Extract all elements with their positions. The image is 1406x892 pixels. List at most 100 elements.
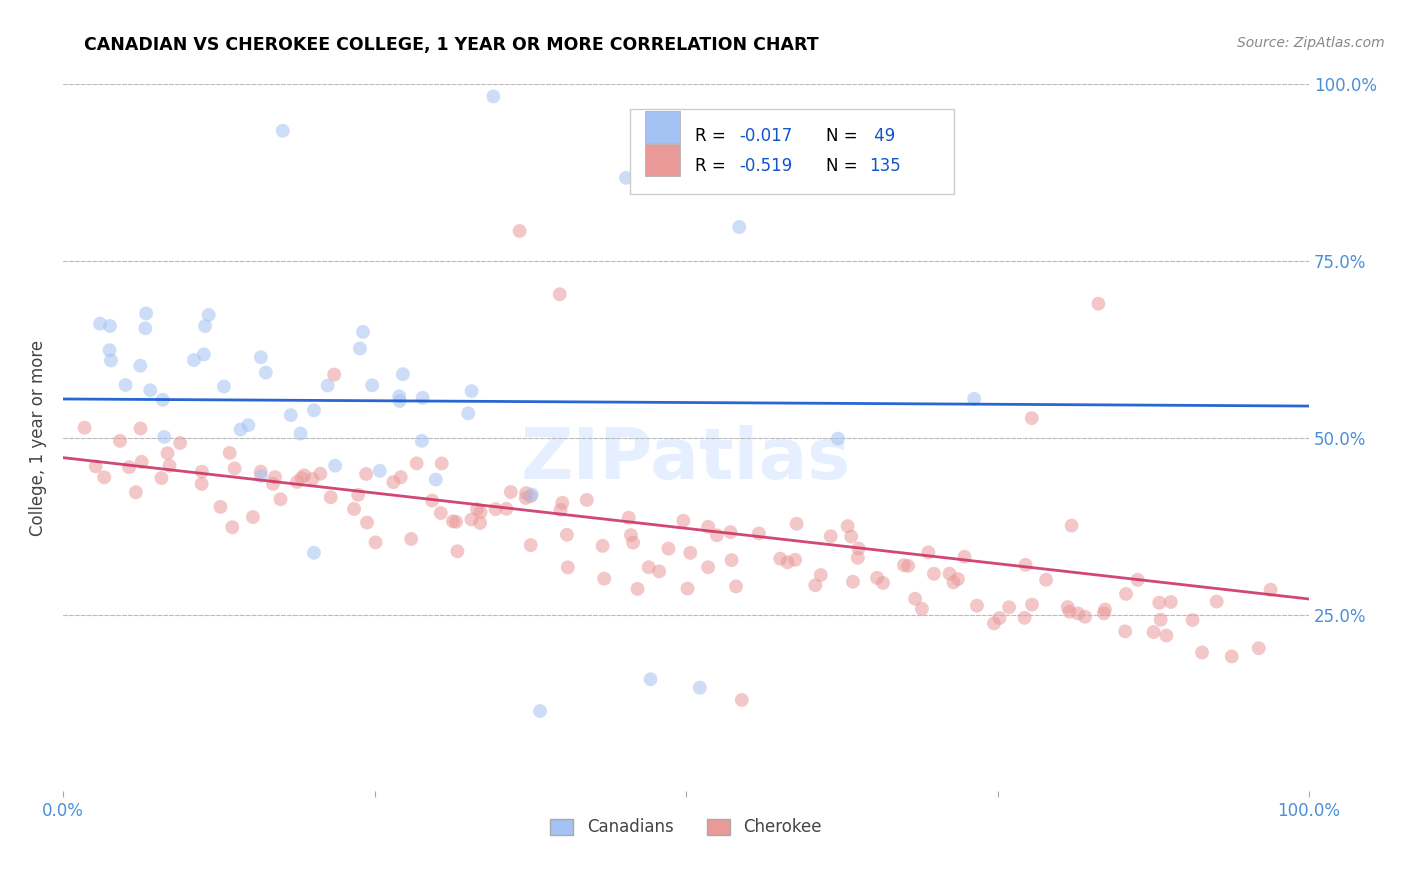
Point (866, 571, 889, 585)
Point (100, 353, 122, 368)
Point (1092, 607, 1115, 621)
Point (499, 485, 522, 500)
Point (98, 318, 121, 333)
Point (229, 422, 252, 436)
Point (264, 470, 287, 484)
Point (250, 351, 273, 365)
Point (270, 492, 292, 507)
Point (139, 383, 162, 397)
Point (135, 306, 157, 320)
Point (769, 551, 792, 566)
Point (592, 539, 614, 553)
Point (922, 566, 945, 581)
Point (1074, 609, 1097, 624)
Point (212, 379, 235, 393)
Point (153, 430, 176, 444)
Point (697, 520, 720, 534)
Point (529, 704, 551, 718)
Point (839, 530, 862, 544)
Point (548, 287, 571, 301)
Point (457, 406, 479, 420)
Point (405, 456, 427, 470)
Point (519, 538, 541, 552)
Point (399, 532, 422, 546)
Point (893, 558, 915, 573)
Point (820, 529, 842, 543)
Point (156, 446, 179, 460)
Point (364, 535, 387, 549)
Point (904, 591, 927, 606)
Point (302, 403, 325, 417)
Point (640, 672, 662, 686)
Text: 135: 135 (869, 157, 901, 175)
Point (988, 611, 1011, 625)
Point (575, 492, 598, 507)
Point (89, 317, 111, 331)
Point (1205, 594, 1227, 608)
Point (460, 512, 482, 526)
Point (966, 599, 988, 613)
Point (242, 510, 264, 524)
Point (785, 553, 807, 567)
Point (1150, 613, 1173, 627)
Text: ZIPatlas: ZIPatlas (522, 425, 851, 493)
Legend: Canadians, Cherokee: Canadians, Cherokee (544, 812, 828, 843)
Point (309, 467, 332, 481)
Point (108, 434, 131, 448)
Point (725, 579, 748, 593)
Text: R =: R = (695, 127, 731, 145)
Point (697, 560, 720, 574)
Text: -0.519: -0.519 (740, 157, 793, 175)
Point (1220, 649, 1243, 664)
Point (1056, 600, 1078, 615)
Point (412, 391, 434, 405)
Point (460, 384, 482, 398)
Point (280, 408, 302, 422)
Point (301, 472, 323, 486)
Point (1191, 645, 1213, 659)
Point (748, 526, 770, 541)
Point (1087, 296, 1109, 310)
Point (444, 515, 467, 529)
Point (430, 457, 453, 471)
Point (617, 510, 640, 524)
Point (620, 528, 643, 542)
Text: -0.017: -0.017 (740, 127, 793, 145)
Point (938, 566, 960, 581)
Point (1035, 573, 1057, 587)
Point (388, 394, 411, 409)
Point (720, 553, 742, 567)
Point (425, 473, 447, 487)
Point (271, 124, 294, 138)
Point (1014, 611, 1036, 625)
Point (197, 308, 219, 322)
Point (250, 469, 273, 483)
Point (238, 418, 260, 433)
Point (183, 353, 205, 368)
Point (93, 470, 115, 484)
Point (129, 421, 152, 435)
Point (998, 600, 1021, 615)
Point (551, 496, 574, 510)
Point (550, 503, 572, 517)
Point (963, 392, 986, 406)
Point (1181, 613, 1204, 627)
Point (1021, 411, 1043, 425)
Point (347, 488, 370, 502)
FancyBboxPatch shape (645, 144, 681, 176)
Point (1160, 595, 1182, 609)
Point (285, 475, 308, 489)
Point (118, 460, 141, 475)
Point (495, 501, 517, 516)
Point (848, 541, 870, 556)
Point (420, 493, 443, 508)
Point (191, 465, 214, 479)
Point (134, 321, 156, 335)
Point (911, 602, 934, 616)
Point (319, 490, 342, 504)
Point (190, 477, 212, 491)
Point (515, 486, 537, 500)
Point (291, 471, 314, 485)
Point (388, 389, 411, 403)
Point (254, 366, 277, 380)
